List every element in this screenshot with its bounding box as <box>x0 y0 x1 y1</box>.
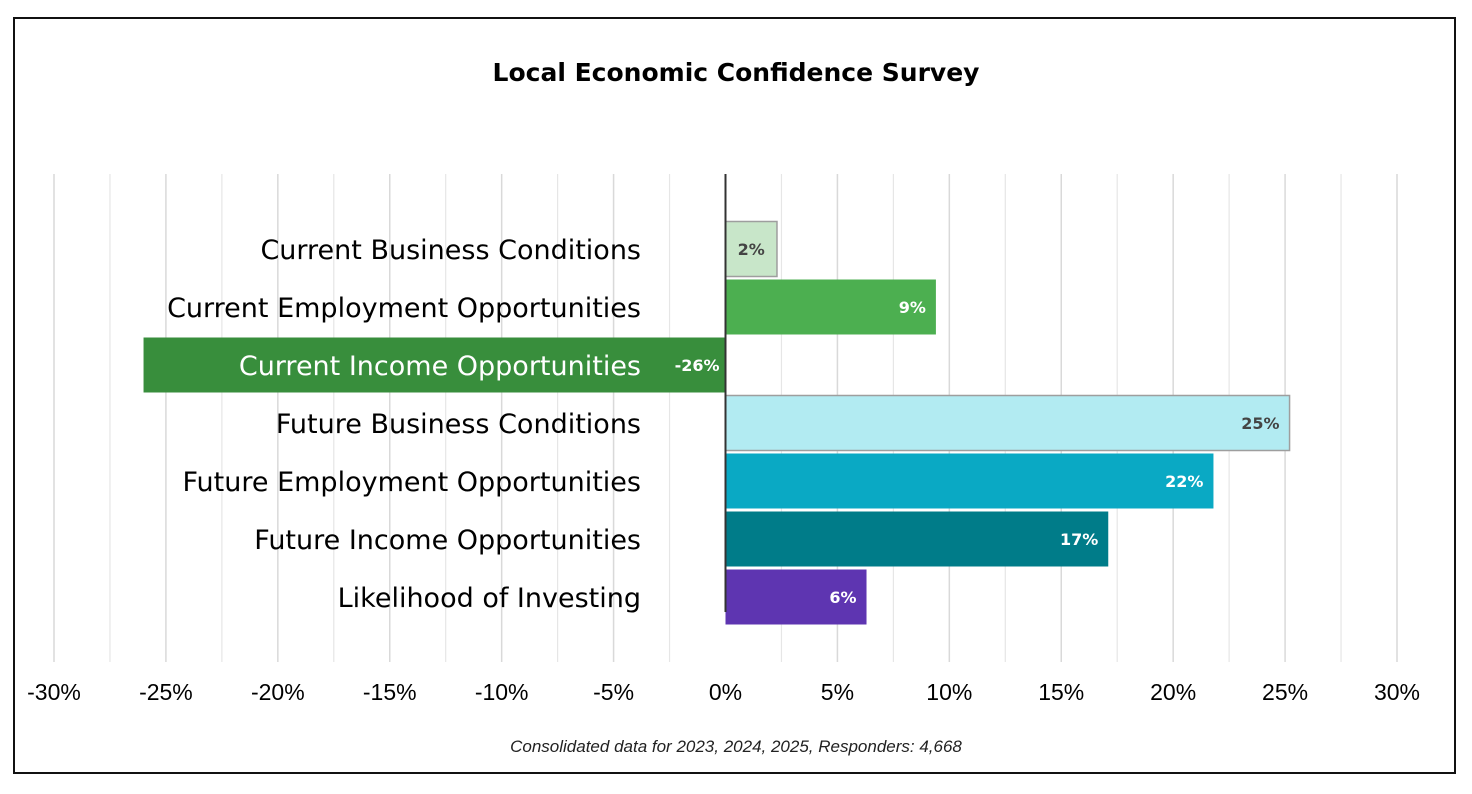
x-tick-label: 20% <box>1150 679 1196 705</box>
bar <box>724 220 778 278</box>
x-tick-label: -30% <box>27 679 81 705</box>
data-label: 17% <box>1060 530 1098 549</box>
category-label: Current Employment Opportunities <box>167 293 641 324</box>
category-labels: Current Business Conditions Current Emplo… <box>167 235 641 614</box>
bars <box>143 220 1291 625</box>
x-tick-label: -15% <box>363 679 417 705</box>
x-tick-label: 0% <box>709 679 742 705</box>
data-label: 22% <box>1165 472 1203 491</box>
x-tick-label: -20% <box>251 679 305 705</box>
chart-title: Local Economic Confidence Survey <box>492 58 980 87</box>
data-label: 25% <box>1241 414 1279 433</box>
data-label: -26% <box>675 356 720 375</box>
category-label: Future Employment Opportunities <box>183 467 642 498</box>
x-tick-label: 10% <box>926 679 972 705</box>
bar <box>724 394 1291 452</box>
bar <box>725 569 867 625</box>
data-label: 6% <box>829 588 856 607</box>
x-tick-label: 30% <box>1374 679 1420 705</box>
x-tick-label: -25% <box>139 679 193 705</box>
bar <box>725 279 936 335</box>
bar <box>725 453 1214 509</box>
category-label: Current Income Opportunities <box>239 351 641 382</box>
x-tick-label: 15% <box>1038 679 1084 705</box>
x-tick-label: 5% <box>821 679 854 705</box>
data-label: 2% <box>738 240 765 259</box>
x-tick-labels: -30% -25% -20% -15% -10% -5% 0% 5% 10% 15% 20% 25% 3… <box>27 679 1420 705</box>
category-label: Future Income Opportunities <box>254 525 641 556</box>
x-tick-label: -10% <box>475 679 529 705</box>
category-label: Future Business Conditions <box>276 409 641 440</box>
category-label: Current Business Conditions <box>260 235 641 266</box>
x-tick-label: 25% <box>1262 679 1308 705</box>
data-labels: 2% 9% -26% 25% 22% 17% 6% <box>675 240 1280 607</box>
bar <box>725 511 1109 567</box>
chart-frame <box>13 17 1456 774</box>
chart-footnote: Consolidated data for 2023, 2024, 2025, … <box>510 737 962 756</box>
bar <box>143 337 726 393</box>
data-label: 9% <box>899 298 926 317</box>
category-label: Likelihood of Investing <box>338 583 641 614</box>
x-tick-label: -5% <box>593 679 634 705</box>
